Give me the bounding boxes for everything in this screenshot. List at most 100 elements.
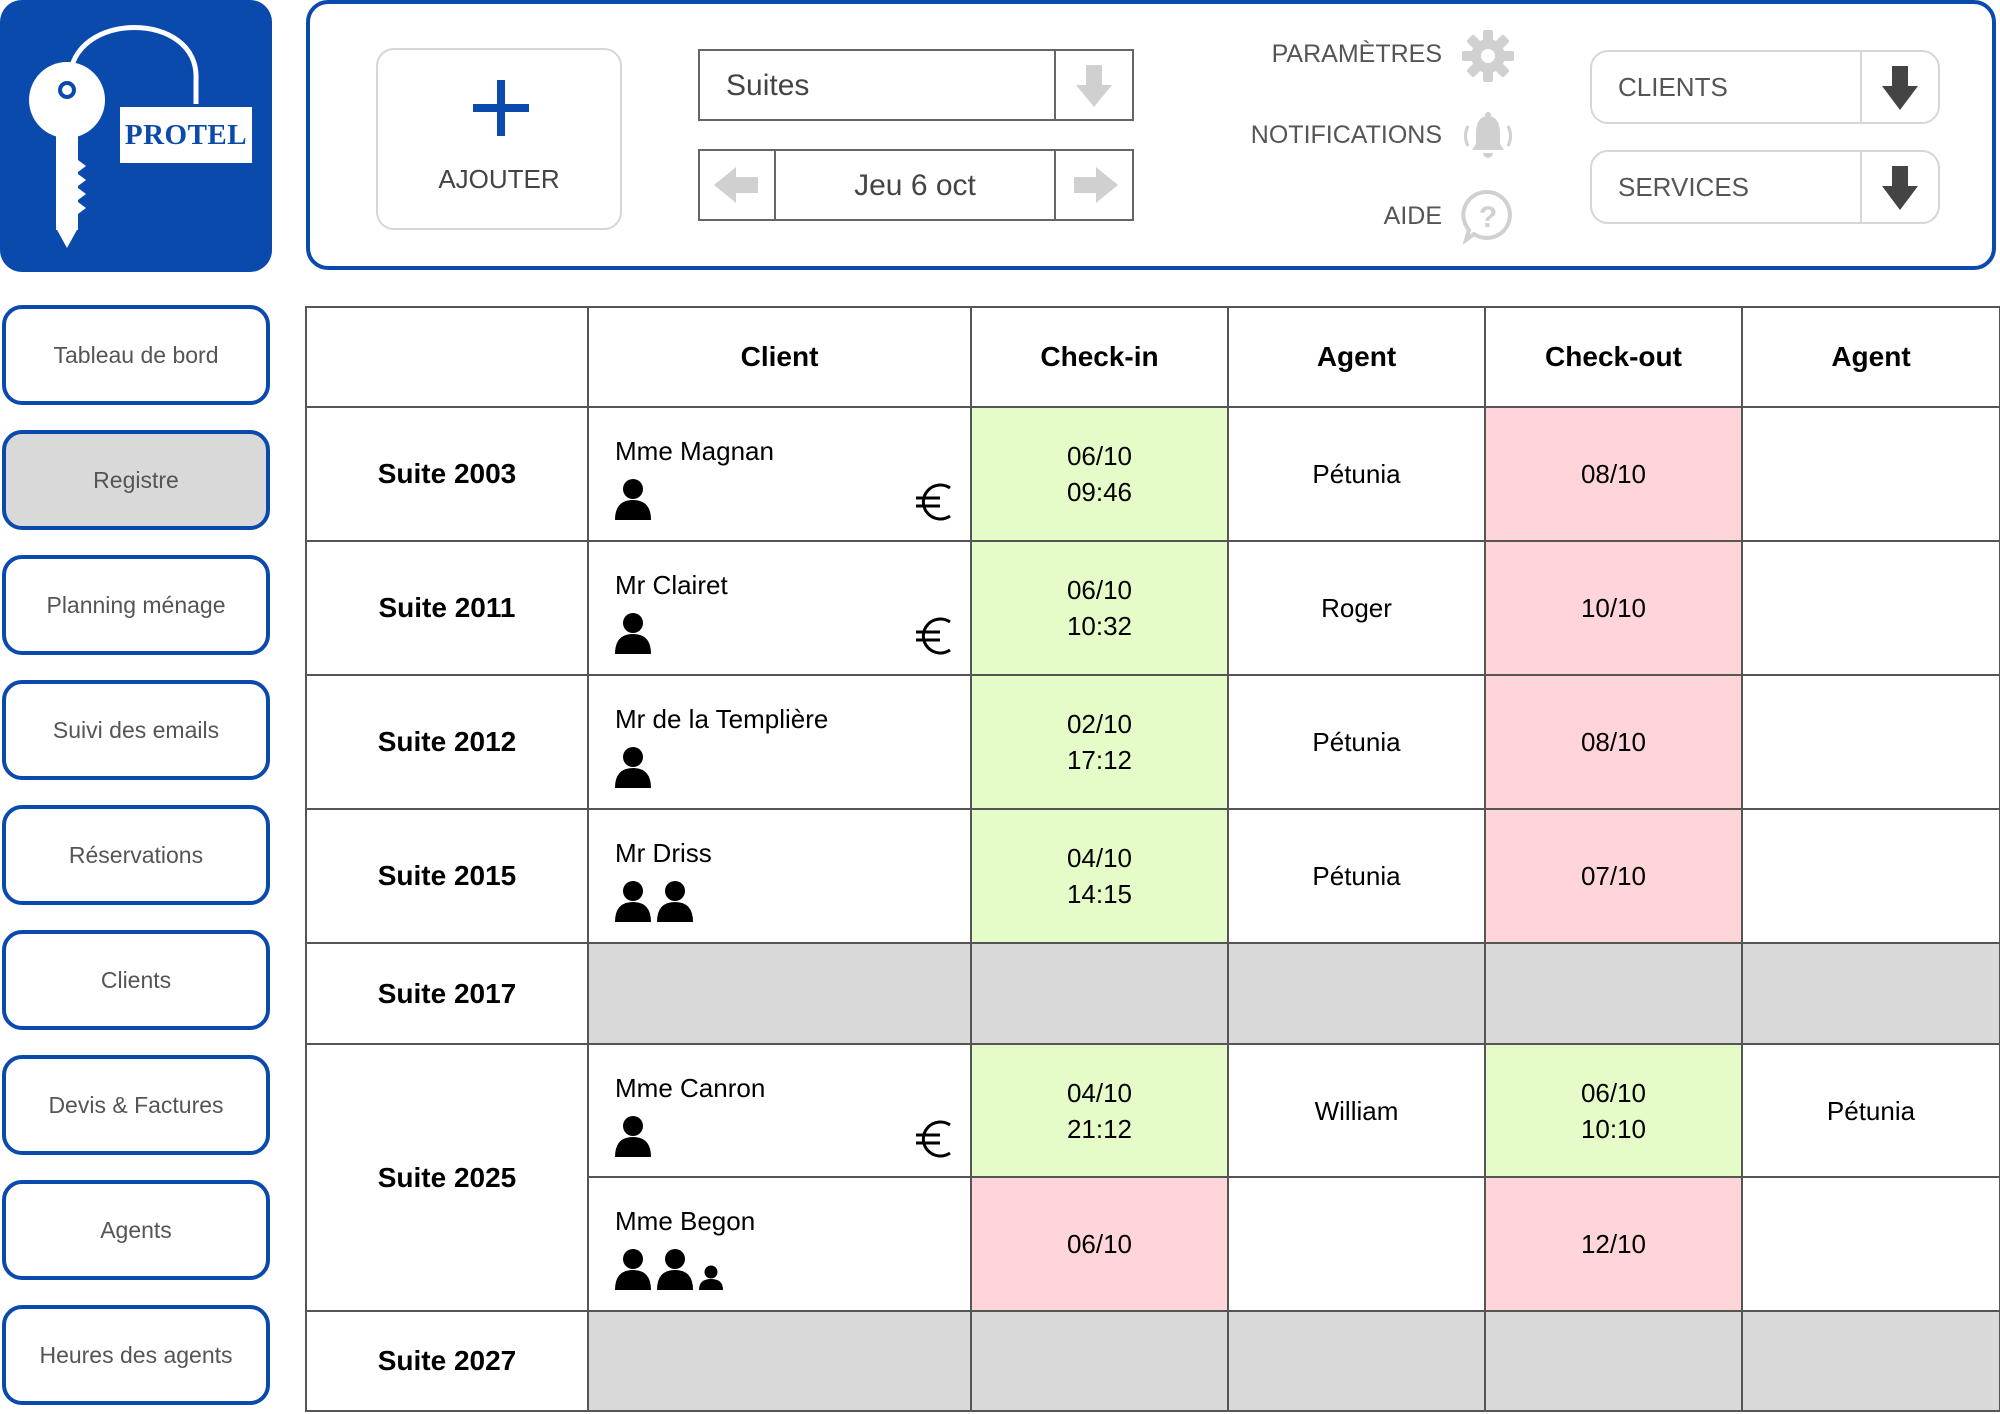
checkin-time: 17:12 — [1066, 745, 1133, 775]
notifications-link[interactable]: NOTIFICATIONS — [1250, 121, 1442, 149]
vacant-cell[interactable] — [1741, 942, 2000, 1045]
checkin-cell[interactable]: 06/10 10:32 — [970, 540, 1229, 676]
checkin-time: 09:46 — [1066, 477, 1133, 507]
header-room — [305, 306, 589, 408]
clients-dropdown-toggle[interactable] — [1860, 52, 1938, 122]
next-day-button[interactable] — [1054, 151, 1132, 219]
checkout-agent-cell — [1741, 540, 2000, 676]
sidebar-item-clients[interactable]: Clients — [2, 930, 270, 1030]
euro-icon — [916, 483, 951, 521]
previous-day-button[interactable] — [700, 151, 776, 219]
checkin-date: 04/10 — [1066, 843, 1133, 873]
client-cell[interactable]: Mme Canron — [587, 1043, 972, 1178]
register-table: Client Check-in Agent Check-out Agent Su… — [305, 306, 2000, 1414]
sidebar-item-agent-hours[interactable]: Heures des agents — [2, 1305, 270, 1405]
client-cell[interactable]: Mr de la Templière — [587, 674, 972, 810]
checkin-cell[interactable]: 06/10 — [970, 1176, 1229, 1312]
client-name: Mme Canron — [615, 1073, 766, 1103]
checkin-cell[interactable]: 02/10 17:12 — [970, 674, 1229, 810]
checkin-cell[interactable]: 06/10 09:46 — [970, 406, 1229, 542]
checkout-time: 10:10 — [1580, 1113, 1647, 1144]
checkout-agent-cell — [1741, 1176, 2000, 1312]
room-suite-2003[interactable]: Suite 2003 — [305, 406, 589, 542]
settings-link[interactable]: PARAMÈTRES — [1271, 40, 1442, 68]
checkin-time: 21:12 — [1066, 1113, 1133, 1144]
checkin-agent-cell: Pétunia — [1227, 406, 1486, 542]
checkout-cell[interactable]: 08/10 — [1484, 674, 1743, 810]
sidebar-item-housekeeping[interactable]: Planning ménage — [2, 555, 270, 655]
vacant-cell[interactable] — [1741, 1310, 2000, 1412]
add-button[interactable]: AJOUTER — [376, 48, 622, 230]
sidebar-item-quotes-invoices[interactable]: Devis & Factures — [2, 1055, 270, 1155]
checkin-agent-cell: William — [1227, 1043, 1486, 1178]
euro-icon — [916, 1120, 951, 1158]
header-checkin: Check-in — [970, 306, 1229, 408]
clients-dropdown[interactable]: CLIENTS — [1590, 50, 1940, 124]
services-dropdown[interactable]: SERVICES — [1590, 150, 1940, 224]
checkout-cell[interactable]: 10/10 — [1484, 540, 1743, 676]
checkin-agent-cell: Pétunia — [1227, 674, 1486, 810]
room-suite-2025[interactable]: Suite 2025 — [305, 1043, 589, 1312]
room-suite-2015[interactable]: Suite 2015 — [305, 808, 589, 944]
checkin-date: 06/10 — [1066, 575, 1133, 605]
checkout-agent-cell — [1741, 406, 2000, 542]
room-suite-2011[interactable]: Suite 2011 — [305, 540, 589, 676]
current-date: Jeu 6 oct — [854, 169, 976, 202]
client-cell[interactable]: Mme Magnan — [587, 406, 972, 542]
checkin-cell[interactable]: 04/10 21:12 — [970, 1043, 1229, 1178]
sidebar-item-reservations[interactable]: Réservations — [2, 805, 270, 905]
family-persons-icon — [615, 1249, 723, 1290]
vacant-cell[interactable] — [1484, 1310, 1743, 1412]
key-icon — [29, 25, 199, 248]
sidebar-item-email-tracking[interactable]: Suivi des emails — [2, 680, 270, 780]
room-suite-2012[interactable]: Suite 2012 — [305, 674, 589, 810]
checkin-agent-cell: Pétunia — [1227, 808, 1486, 944]
client-cell[interactable]: Mr Driss — [587, 808, 972, 944]
services-dropdown-toggle[interactable] — [1860, 152, 1938, 222]
room-suite-2027[interactable]: Suite 2027 — [305, 1310, 589, 1412]
client-cell[interactable]: Mme Begon — [587, 1176, 972, 1312]
svg-text:?: ? — [1479, 201, 1497, 234]
category-select[interactable]: Suites — [698, 49, 1134, 121]
checkin-date: 02/10 — [1066, 709, 1133, 739]
header-checkout: Check-out — [1484, 306, 1743, 408]
checkin-cell[interactable]: 04/10 14:15 — [970, 808, 1229, 944]
gear-icon[interactable] — [1460, 28, 1516, 84]
help-icon[interactable]: ? — [1460, 188, 1516, 246]
adult-persons-icon — [615, 881, 693, 922]
checkout-cell[interactable]: 12/10 — [1484, 1176, 1743, 1312]
adult-person-icon — [615, 1116, 651, 1157]
category-select-value: Suites — [726, 69, 810, 102]
sidebar-item-agents[interactable]: Agents — [2, 1180, 270, 1280]
vacant-cell[interactable] — [970, 1310, 1229, 1412]
help-link[interactable]: AIDE — [1383, 202, 1442, 230]
arrow-down-icon — [1882, 166, 1918, 210]
room-suite-2017[interactable]: Suite 2017 — [305, 942, 589, 1045]
header-client: Client — [587, 306, 972, 408]
sidebar-item-dashboard[interactable]: Tableau de bord — [2, 305, 270, 405]
vacant-cell[interactable] — [970, 942, 1229, 1045]
bell-icon[interactable] — [1460, 108, 1516, 164]
vacant-cell[interactable] — [587, 1310, 972, 1412]
date-navigator: Jeu 6 oct — [698, 149, 1134, 221]
client-cell[interactable]: Mr Clairet — [587, 540, 972, 676]
sidebar-item-register[interactable]: Registre — [2, 430, 270, 530]
vacant-cell[interactable] — [1484, 942, 1743, 1045]
header-checkin-agent: Agent — [1227, 306, 1486, 408]
app-logo: PROTEL — [0, 0, 272, 272]
category-select-toggle[interactable] — [1054, 51, 1132, 119]
checkin-time: 10:32 — [1066, 611, 1133, 641]
checkout-cell[interactable]: 08/10 — [1484, 406, 1743, 542]
checkout-cell[interactable]: 07/10 — [1484, 808, 1743, 944]
checkout-agent-cell — [1741, 808, 2000, 944]
adult-person-icon — [615, 747, 651, 788]
vacant-cell[interactable] — [1227, 1310, 1486, 1412]
client-name: Mr Clairet — [615, 570, 728, 600]
checkout-cell[interactable]: 06/10 10:10 — [1484, 1043, 1743, 1178]
arrow-left-icon — [714, 167, 758, 203]
vacant-cell[interactable] — [587, 942, 972, 1045]
client-name: Mme Begon — [615, 1206, 756, 1236]
vacant-cell[interactable] — [1227, 942, 1486, 1045]
euro-icon — [916, 617, 951, 655]
plus-icon — [473, 80, 529, 136]
